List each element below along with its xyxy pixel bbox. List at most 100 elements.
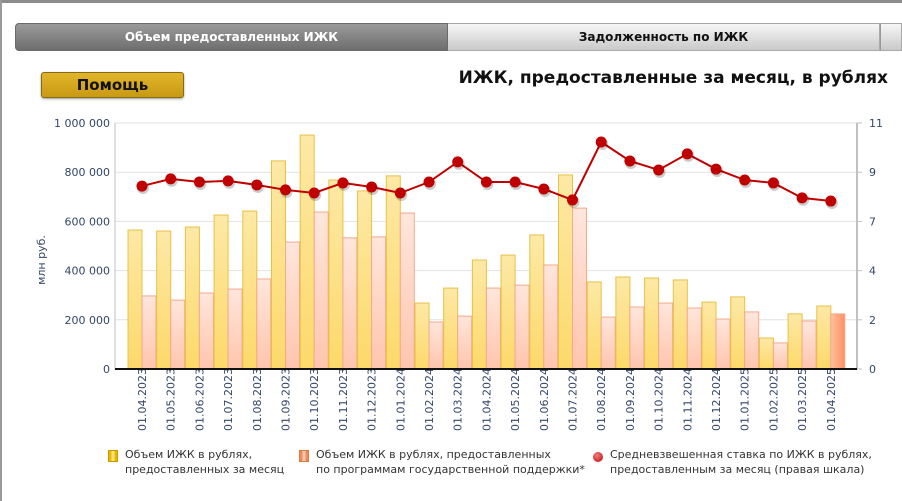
rate-marker	[825, 195, 837, 207]
rate-marker	[193, 176, 205, 188]
y-tick-label: 0	[103, 363, 110, 376]
y-tick-label: 400 000	[65, 265, 111, 278]
bar-support	[256, 278, 272, 370]
bar-support	[744, 311, 760, 370]
window-frame-top	[0, 0, 902, 3]
x-tick-label: 01.07.2024	[567, 368, 580, 431]
x-tick-label: 01.05.2024	[509, 368, 522, 431]
x-tick-label: 01.08.2024	[595, 368, 608, 431]
x-tick-label: 01.04.2025	[825, 368, 838, 431]
bar-total	[213, 214, 229, 370]
bar-support	[658, 302, 674, 370]
axes: 0 0 200 000 2 400 000 4 600 000 7 800 000 9 1 000 …	[35, 117, 883, 431]
bar-support	[686, 307, 702, 370]
legend-item-rate[interactable]: Средневзвешенная ставка по ИЖК в рублях,…	[593, 447, 872, 477]
bar-total	[242, 210, 258, 370]
legend-label: Объем ИЖК в рублях, предоставленных	[316, 448, 551, 461]
y2-tick-label: 4	[869, 265, 876, 278]
y-tick-label: 1 000 000	[54, 117, 110, 130]
legend-label: предоставленным за месяц (правая шкала)	[610, 463, 865, 476]
x-tick-label: 01.04.2023	[136, 368, 149, 431]
rate-marker	[653, 164, 665, 176]
x-tick-label: 01.12.2024	[710, 368, 723, 431]
rate-line	[141, 140, 831, 203]
bar-total	[471, 259, 487, 370]
x-tick-label: 01.02.2024	[423, 368, 436, 431]
x-tick-label: 01.08.2023	[251, 368, 264, 431]
bar-total	[156, 230, 172, 370]
bar-support	[313, 211, 329, 370]
tab-debt[interactable]: Задолженность по ИЖК	[448, 23, 880, 51]
bar-total	[443, 287, 459, 370]
bar-support	[141, 295, 157, 370]
rate-marker	[308, 187, 320, 199]
x-tick-label: 01.09.2023	[280, 368, 293, 431]
rate-marker	[251, 179, 263, 191]
bar-support	[198, 292, 214, 370]
bar-total	[701, 301, 717, 370]
x-tick-label: 01.11.2024	[681, 368, 694, 431]
legend-marker-rate-icon	[593, 452, 603, 462]
bar-support	[830, 313, 846, 370]
y-tick-label: 800 000	[65, 166, 111, 179]
x-tick-label: 01.04.2024	[480, 368, 493, 431]
bar-support	[543, 264, 559, 370]
bar-series	[127, 134, 846, 370]
rate-marker	[681, 148, 693, 160]
x-tick-label: 01.09.2024	[624, 368, 637, 431]
bar-total	[529, 234, 545, 370]
bar-total	[500, 254, 516, 370]
bar-support	[629, 306, 645, 370]
rate-marker	[222, 175, 234, 187]
bar-total	[730, 296, 746, 370]
bar-support	[572, 207, 587, 370]
y2-tick-label: 2	[869, 314, 876, 327]
legend-swatch-total-icon	[108, 450, 118, 462]
rate-marker	[595, 136, 607, 148]
rate-marker	[710, 163, 722, 175]
bar-support	[801, 320, 817, 370]
y-axis-title: млн руб.	[35, 235, 48, 285]
rate-line-series	[136, 136, 838, 210]
rate-marker	[280, 184, 291, 196]
legend-label: предоставленных за месяц	[125, 463, 285, 476]
y2-tick-label: 9	[869, 166, 876, 179]
legend-item-support[interactable]: Объем ИЖК в рублях, предоставленных по п…	[299, 447, 585, 477]
bar-total	[385, 175, 401, 370]
help-button[interactable]: Помощь	[41, 72, 184, 98]
legend-swatch-support-icon	[299, 450, 309, 462]
rate-marker	[624, 155, 636, 167]
rate-marker	[165, 173, 177, 185]
rate-marker	[136, 180, 148, 192]
legend-label: по программам государственной поддержки*	[316, 463, 585, 476]
bar-support	[600, 316, 616, 370]
x-tick-label: 01.01.2024	[394, 368, 407, 431]
legend-item-total[interactable]: Объем ИЖК в рублях, предоставленных за м…	[108, 447, 284, 477]
y2-tick-label: 7	[869, 215, 876, 228]
bar-total	[328, 179, 344, 370]
bar-support	[170, 299, 186, 370]
bar-support	[772, 342, 788, 370]
bar-support	[227, 288, 243, 370]
x-tick-label: 01.07.2023	[222, 368, 235, 431]
chart-title: ИЖК, предоставленные за месяц, в рублях	[458, 68, 888, 88]
rate-marker	[509, 176, 521, 188]
tab-volume-issued[interactable]: Объем предоставленных ИЖК	[15, 23, 448, 51]
bar-total	[357, 190, 373, 370]
bar-total	[414, 302, 430, 370]
rate-marker	[423, 176, 435, 188]
bar-support	[285, 241, 300, 370]
x-tick-label: 01.03.2024	[452, 368, 465, 431]
bar-total	[127, 229, 143, 370]
y-tick-label: 200 000	[65, 314, 111, 327]
bar-total	[299, 134, 315, 370]
x-tick-label: 01.01.2025	[739, 368, 752, 431]
rate-marker	[739, 174, 751, 186]
tab-bar: Объем предоставленных ИЖК Задолженность …	[15, 23, 902, 51]
x-tick-label: 01.06.2023	[193, 368, 206, 431]
rate-marker	[337, 177, 349, 189]
x-tick-label: 01.06.2024	[538, 368, 551, 431]
bar-total	[615, 276, 631, 370]
rate-marker	[767, 177, 779, 189]
